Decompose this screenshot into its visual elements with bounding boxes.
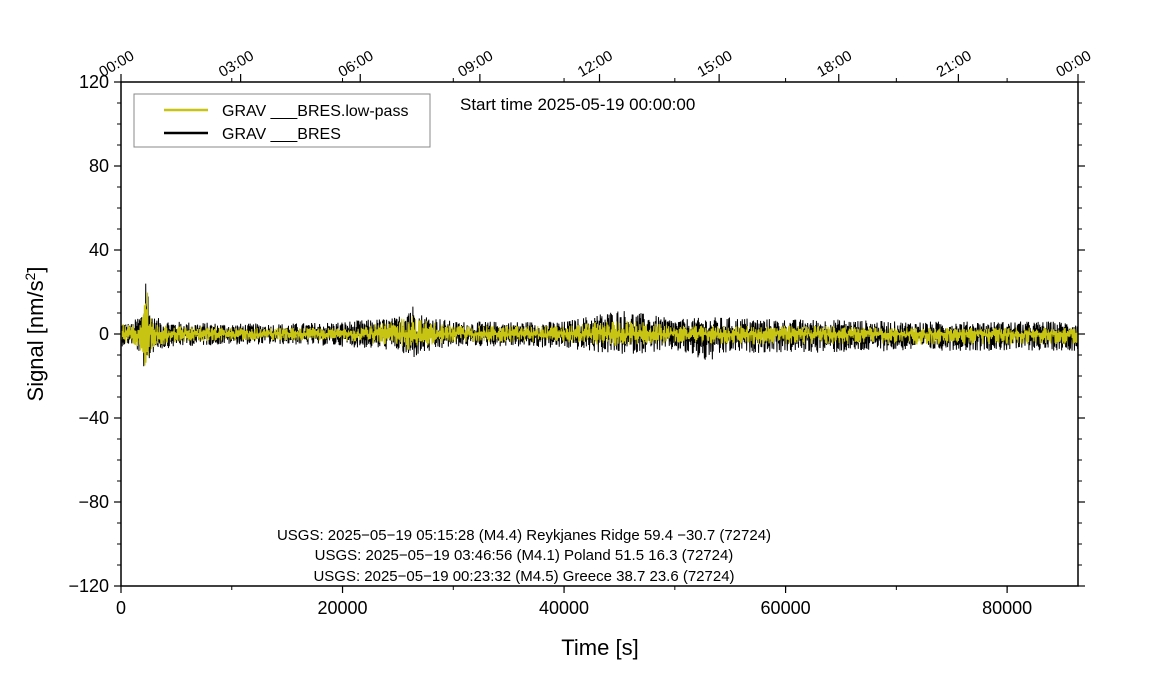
- y-tick-label: 40: [89, 240, 109, 260]
- y-tick-label: 120: [79, 72, 109, 92]
- legend: GRAV ___BRES.low-pass GRAV ___BRES: [133, 93, 431, 148]
- event-annotations: USGS: 2025−05−19 05:15:28 (M4.4) Reykjan…: [277, 527, 771, 585]
- x-tick-label: 0: [116, 598, 126, 618]
- y-tick-label: −40: [78, 408, 109, 428]
- series-lowpass: [121, 292, 1078, 366]
- y-tick-label: −120: [68, 576, 109, 596]
- top-tick-label: 15:00: [694, 47, 735, 80]
- legend-box: [133, 93, 431, 148]
- x-tick-label: 40000: [539, 598, 589, 618]
- top-tick-label: 12:00: [575, 47, 616, 80]
- y-axis-title: Signal [nm/s2]: [22, 267, 48, 402]
- top-tick-label: 18:00: [814, 47, 855, 80]
- top-tick-label: 03:00: [216, 47, 257, 80]
- series-line: [121, 283, 1078, 367]
- annotation-event-1: USGS: 2025−05−19 05:15:28 (M4.4) Reykjan…: [277, 527, 771, 544]
- x-tick-label: 20000: [317, 598, 367, 618]
- y-tick-label: −80: [78, 492, 109, 512]
- series-layer: [121, 283, 1078, 367]
- annotation-event-2: USGS: 2025−05−19 03:46:56 (M4.1) Poland …: [315, 547, 734, 564]
- x-axis-title: Time [s]: [561, 635, 638, 660]
- top-tick-label: 06:00: [335, 47, 376, 80]
- y-tick-label: 80: [89, 156, 109, 176]
- x-tick-label: 80000: [982, 598, 1032, 618]
- annotation-event-3: USGS: 2025−05−19 00:23:32 (M4.5) Greece …: [313, 568, 734, 585]
- x-tick-label: 60000: [761, 598, 811, 618]
- start-time-label: Start time 2025-05-19 00:00:00: [460, 95, 695, 114]
- y-axis-title-main: Signal [nm/s: [23, 280, 48, 401]
- top-tick-label: 21:00: [934, 47, 975, 80]
- y-axis-title-close: ]: [23, 267, 48, 273]
- top-tick-label: 00:00: [96, 47, 137, 80]
- top-tick-label: 00:00: [1053, 47, 1094, 80]
- legend-entry-raw: GRAV ___BRES: [222, 126, 341, 143]
- series-line: [121, 292, 1078, 366]
- legend-entry-lowpass: GRAV ___BRES.low-pass: [222, 103, 408, 120]
- top-tick-label: 09:00: [455, 47, 496, 80]
- y-axis-title-sup: 2: [22, 272, 38, 280]
- series-raw: [121, 283, 1078, 367]
- y-tick-label: 0: [99, 324, 109, 344]
